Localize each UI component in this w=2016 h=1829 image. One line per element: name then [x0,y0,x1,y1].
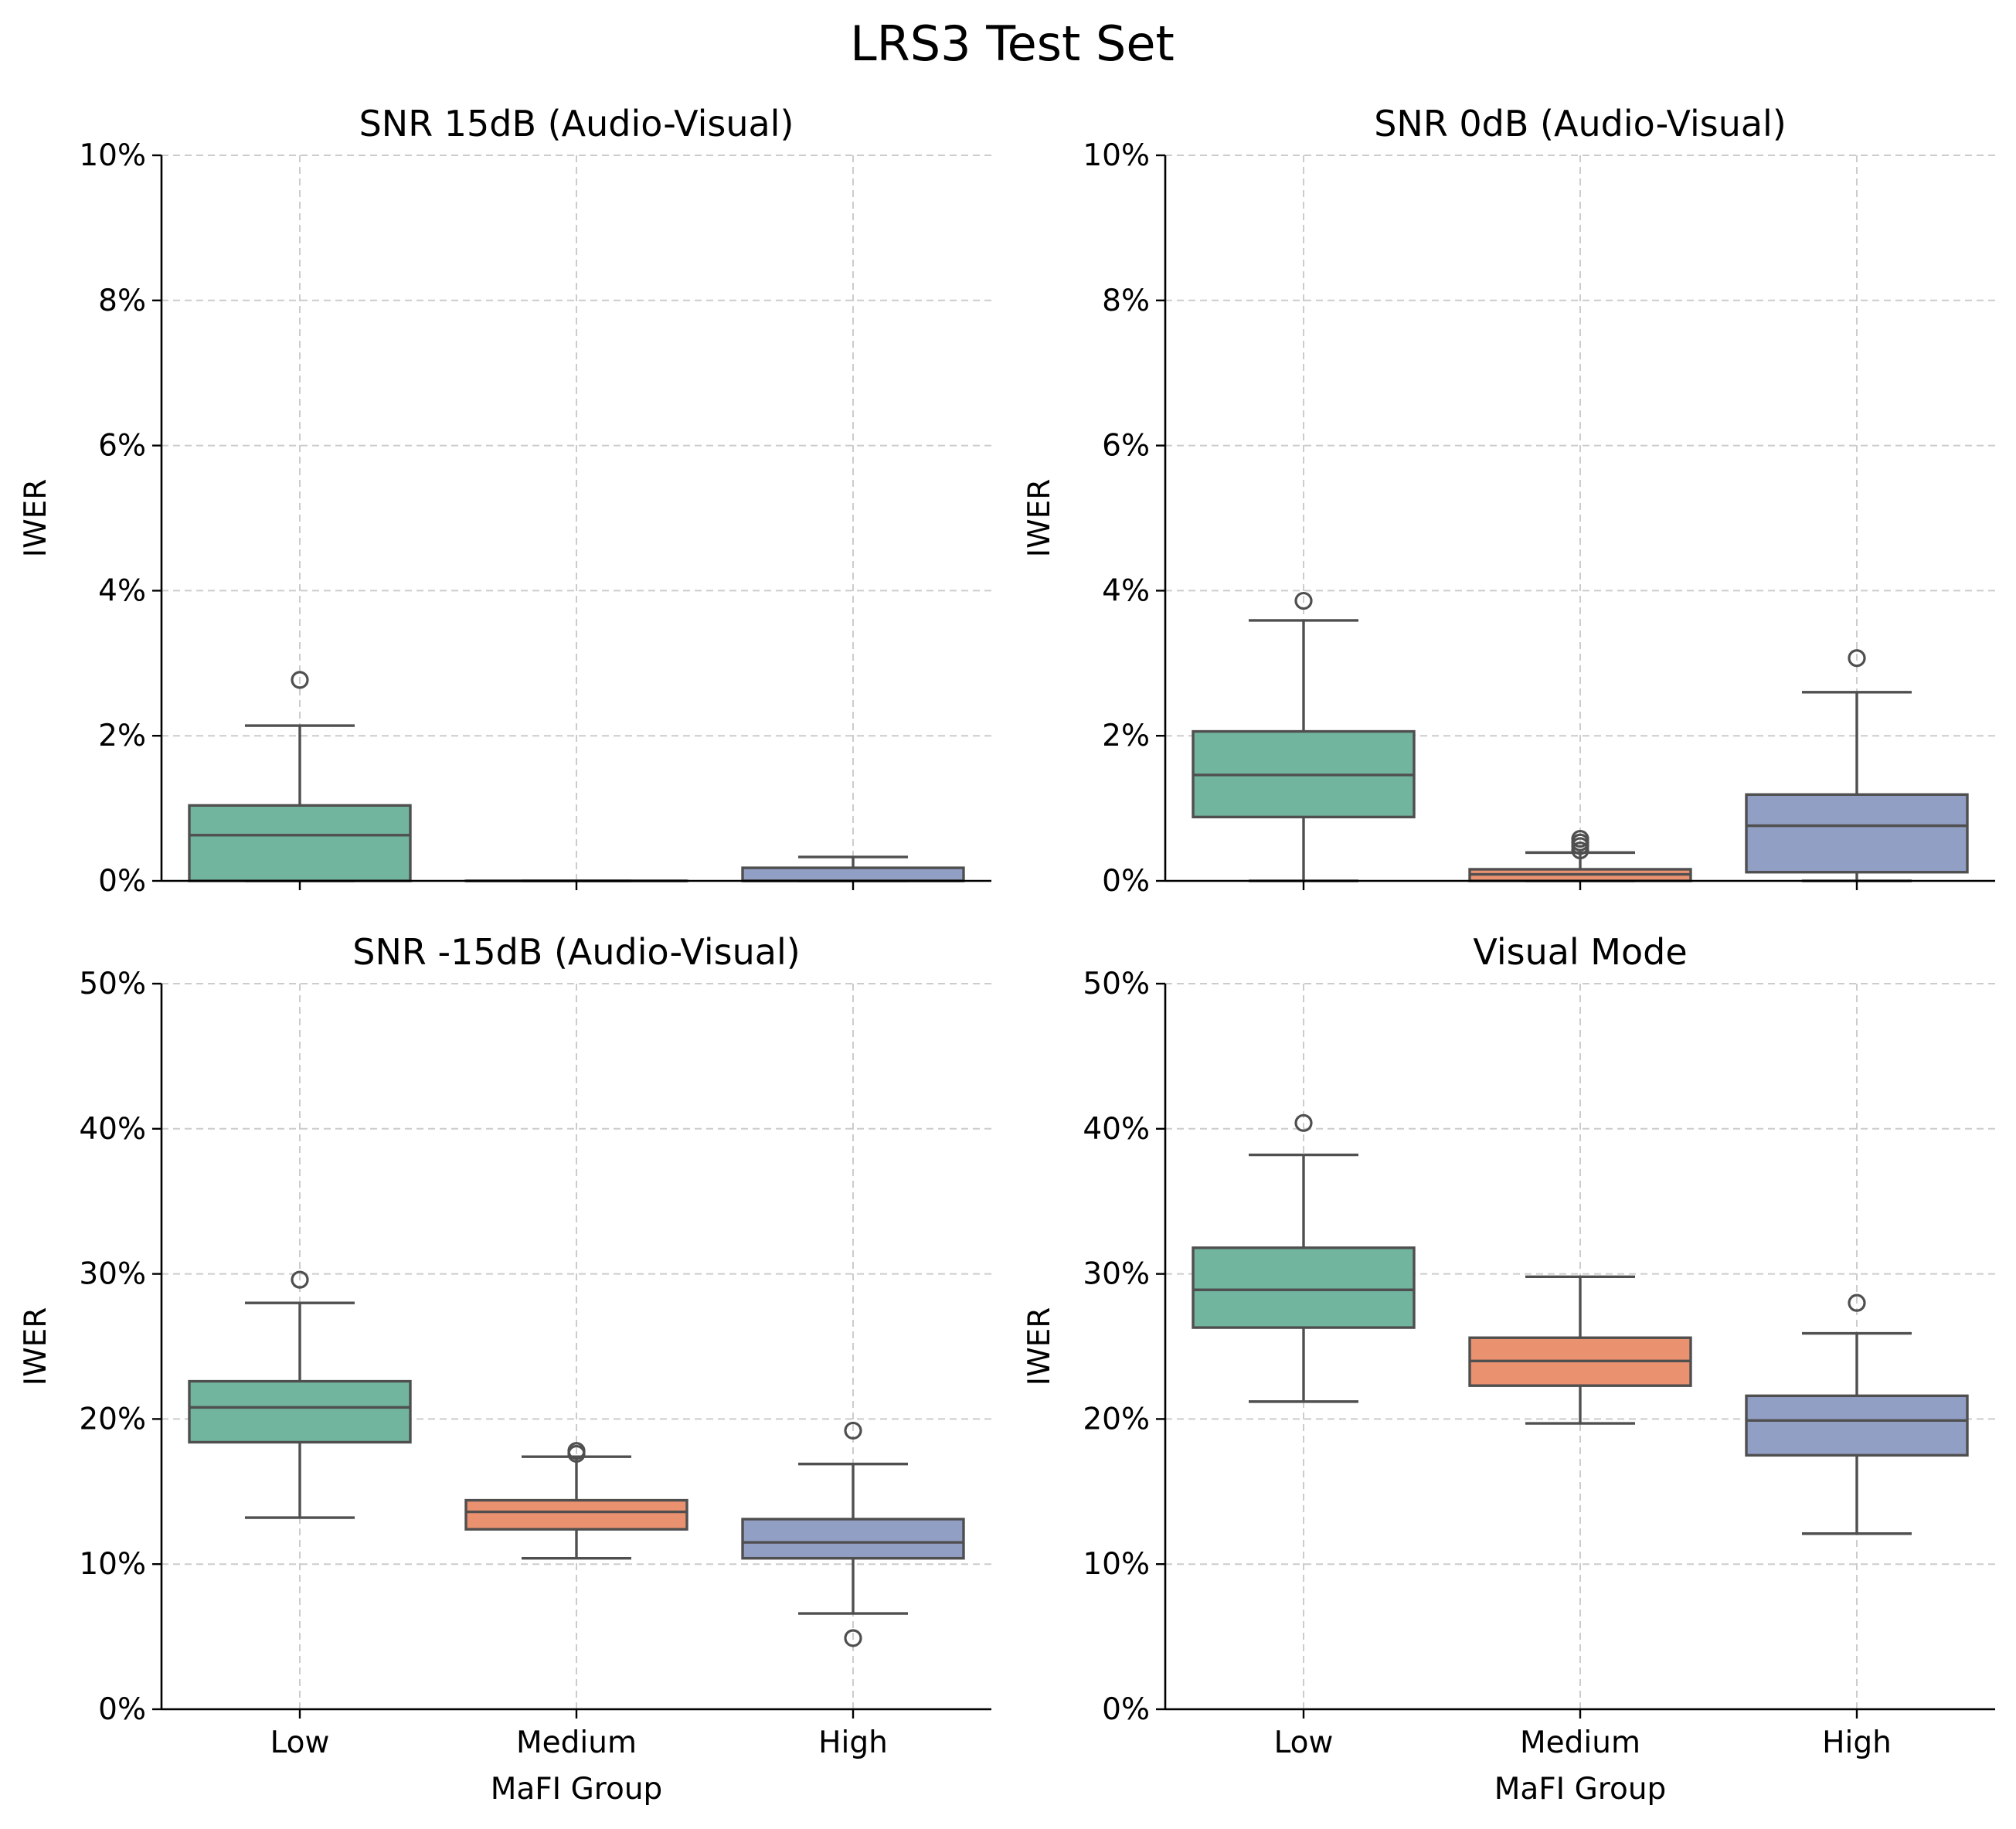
outlier-point [1294,1113,1313,1132]
outlier-point [1294,591,1313,610]
x-axis-label: MaFI Group [491,1772,663,1807]
x-tick-label: High [818,1725,888,1760]
panels: 0% 2% 4% 6% 8% 10% SNR 15dB (Audio-Visual) IWER… [19,103,1995,1807]
y-tick-label: 8% [98,284,146,318]
y-tick-label: 0% [1102,1692,1150,1727]
y-tick-label: 8% [1102,284,1150,318]
panel-3: 0% 10% 20% 30% 40% 50% Low Medium High SNR -15dB … [19,931,991,1807]
y-tick-label: 2% [98,719,146,753]
y-axis-label: IWER [19,1307,53,1386]
panel-1: 0% 2% 4% 6% 8% 10% SNR 15dB (Audio-Visual) IWER [19,103,991,899]
x-tick-label: Low [1274,1725,1334,1760]
box-body [188,1379,412,1444]
y-tick-label: 30% [1083,1257,1150,1292]
box-medium [1468,1275,1692,1425]
y-tick-label: 10% [79,1547,146,1582]
box-body [1745,1394,1969,1457]
box-high [1745,649,1969,882]
box-medium [464,1442,688,1560]
outlier-point [291,1270,309,1289]
box-low [1192,1113,1416,1403]
panel-4: 0% 10% 20% 30% 40% 50% Low Medium High Visual Mod… [1022,931,1995,1807]
box-high [1745,1294,1969,1535]
y-tick-label: 2% [1102,719,1150,753]
y-tick-label: 30% [79,1257,146,1292]
panel-title: SNR 0dB (Audio-Visual) [1374,103,1787,144]
y-tick-label: 10% [79,138,146,173]
y-tick-label: 0% [98,1692,146,1727]
panel-title: Visual Mode [1473,931,1687,973]
box-high [741,855,965,882]
x-tick-label: Medium [1520,1725,1640,1760]
y-tick-label: 0% [1102,864,1150,899]
x-tick-label: High [1822,1725,1892,1760]
box-high [741,1421,965,1647]
box-body [741,1518,965,1560]
y-tick-label: 40% [1083,1112,1150,1147]
box-body [464,1498,688,1531]
box-low [188,1270,412,1519]
box-body [741,866,965,882]
y-tick-label: 10% [1083,1547,1150,1582]
panel-title: SNR -15dB (Audio-Visual) [352,931,800,973]
outlier-point [1848,649,1866,668]
box-body [1192,1246,1416,1329]
panel-title: SNR 15dB (Audio-Visual) [359,103,794,144]
y-tick-label: 6% [1102,429,1150,464]
outlier-point [291,671,309,689]
y-axis-label: IWER [1022,479,1057,558]
panel-2: 0% 2% 4% 6% 8% 10% SNR 0dB (Audio-Visual) IWER [1022,103,1995,899]
x-axis-label: MaFI Group [1494,1772,1667,1807]
outlier-point [844,1421,862,1440]
box-medium [1468,829,1692,882]
y-tick-label: 10% [1083,138,1150,173]
x-tick-label: Low [270,1725,330,1760]
y-axis-label: IWER [1022,1307,1057,1386]
box-body [1745,793,1969,874]
figure-title: LRS3 Test Set [850,15,1175,72]
y-tick-label: 6% [98,429,146,464]
y-tick-label: 40% [79,1112,146,1147]
y-tick-label: 20% [1083,1402,1150,1436]
box-low [1192,591,1416,882]
box-body [188,804,412,882]
y-tick-label: 4% [1102,573,1150,608]
y-tick-label: 0% [98,864,146,899]
y-tick-label: 50% [79,967,146,1001]
outlier-point [1848,1294,1866,1312]
outlier-point [844,1629,862,1647]
x-tick-label: Medium [516,1725,637,1760]
y-tick-label: 50% [1083,967,1150,1001]
outlier-point [567,1442,586,1460]
y-tick-label: 20% [79,1402,146,1436]
outlier-point [1571,829,1589,848]
y-axis-label: IWER [19,479,53,558]
y-tick-label: 4% [98,573,146,608]
